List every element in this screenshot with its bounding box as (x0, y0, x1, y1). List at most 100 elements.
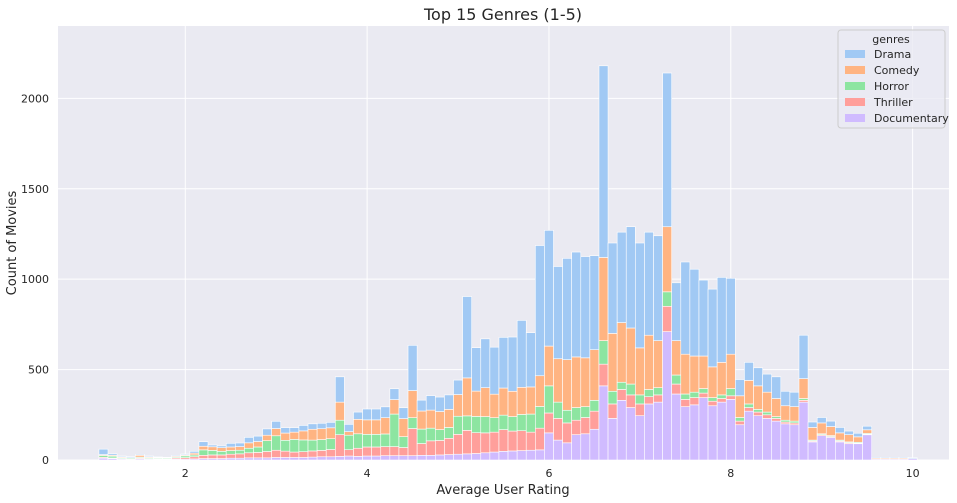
legend-swatch-horror (845, 82, 865, 90)
bar-horror (744, 403, 754, 408)
bar-comedy (635, 347, 645, 396)
bar-documentary (598, 385, 609, 461)
bar-documentary (407, 455, 418, 461)
bar-comedy (589, 349, 600, 401)
bar-horror (562, 409, 572, 424)
bar-documentary (498, 451, 509, 461)
chart-title: Top 15 Genres (1-5) (423, 5, 582, 24)
bar-thriller (616, 389, 627, 401)
bar-drama (525, 332, 536, 388)
bar-drama (325, 422, 336, 429)
bar-thriller (607, 403, 618, 419)
bar-documentary (325, 456, 336, 461)
bar-drama (225, 443, 236, 448)
bar-thriller (244, 452, 254, 459)
bar-documentary (353, 456, 363, 461)
bar-comedy (753, 385, 763, 410)
bar-documentary (862, 434, 873, 461)
bar-documentary (535, 449, 545, 461)
bar-horror (571, 407, 582, 421)
bar-drama (862, 425, 873, 431)
bar-documentary (271, 457, 282, 461)
bar-horror (598, 340, 609, 365)
bar-documentary (789, 424, 800, 461)
bar-drama (689, 268, 700, 357)
bar-horror (289, 439, 300, 453)
bar-horror (489, 417, 500, 433)
bar-thriller (353, 447, 363, 457)
bar-drama (280, 427, 291, 434)
bar-documentary (335, 456, 345, 461)
bar-comedy (825, 426, 836, 436)
bar-comedy (553, 358, 563, 403)
bar-comedy (435, 411, 445, 430)
bar-thriller (762, 414, 773, 419)
bar-documentary (298, 457, 309, 461)
bar-drama (725, 277, 736, 355)
bar-thriller (316, 450, 327, 458)
bar-documentary (707, 405, 718, 461)
bar-drama (471, 347, 482, 392)
bar-comedy (644, 334, 654, 390)
bar-documentary (244, 457, 254, 461)
bar-horror (216, 451, 227, 456)
bar-comedy (862, 429, 873, 434)
bar-horror (225, 450, 236, 455)
bar-horror (544, 385, 554, 414)
bar-drama (662, 72, 672, 228)
bar-thriller (225, 453, 236, 459)
bar-thriller (362, 446, 372, 457)
bar-documentary (471, 453, 482, 461)
bar-horror (362, 434, 372, 448)
x-axis-label: Average User Rating (436, 483, 569, 498)
bar-thriller (216, 454, 227, 459)
bar-horror (535, 406, 545, 429)
x-tick-label: 6 (545, 467, 552, 480)
bar-thriller (480, 432, 491, 454)
bar-horror (298, 439, 309, 452)
bar-drama (816, 417, 827, 424)
bar-horror (707, 397, 718, 402)
bar-horror (453, 415, 463, 435)
bar-drama (653, 235, 663, 341)
bar-thriller (744, 407, 754, 412)
bar-horror (280, 439, 291, 452)
y-axis-label: Count of Movies (5, 190, 20, 295)
bar-thriller (680, 399, 691, 407)
bar-thriller (307, 450, 318, 458)
bar-drama (353, 411, 363, 420)
bar-comedy (535, 375, 545, 407)
bar-thriller (589, 410, 600, 430)
bar-drama (671, 282, 682, 341)
bar-comedy (307, 428, 318, 441)
bar-comedy (735, 395, 745, 418)
bar-documentary (625, 407, 636, 461)
bar-documentary (853, 443, 863, 461)
bar-thriller (407, 428, 418, 456)
x-tick-label: 4 (364, 467, 371, 480)
bar-horror (753, 409, 763, 413)
y-tick-label: 2000 (21, 92, 49, 105)
y-tick-label: 0 (42, 454, 49, 467)
bar-documentary (280, 457, 291, 461)
bar-drama (644, 231, 654, 336)
bar-drama (198, 441, 209, 447)
bar-comedy (444, 409, 454, 428)
bar-comedy (607, 333, 618, 392)
bar-comedy (380, 417, 391, 435)
bar-horror (698, 388, 709, 394)
bar-comedy (335, 401, 345, 421)
x-tick-label: 2 (182, 467, 189, 480)
bar-comedy (398, 418, 409, 437)
bar-drama (316, 422, 327, 430)
bar-thriller (653, 394, 663, 403)
bar-comedy (789, 406, 800, 422)
bar-horror (589, 400, 600, 412)
bar-horror (580, 406, 591, 418)
bar-documentary (744, 410, 754, 461)
bar-horror (616, 381, 627, 390)
bar-thriller (598, 363, 609, 387)
bar-drama (180, 453, 191, 456)
bar-horror (635, 394, 645, 405)
